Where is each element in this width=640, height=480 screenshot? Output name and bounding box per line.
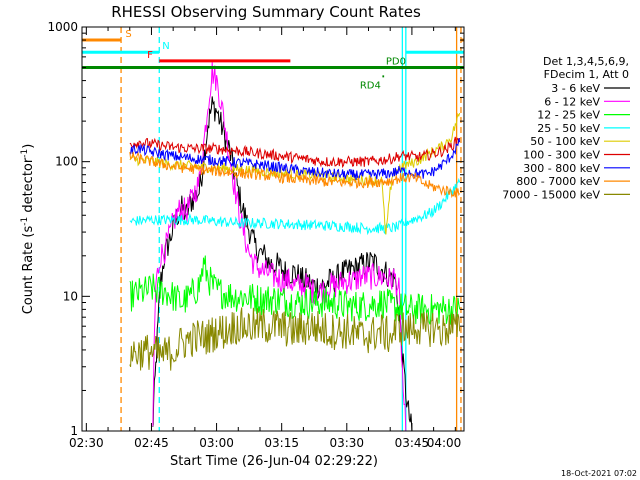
legend-label-3: 25 - 50 keV xyxy=(537,122,600,135)
flag-label-s: S xyxy=(125,29,131,40)
legend-label-6: 300 - 800 keV xyxy=(523,162,600,175)
x-tick-label-3: 03:15 xyxy=(264,436,299,450)
x-tick-label-1: 02:45 xyxy=(134,436,169,450)
x-tick-label-4: 03:30 xyxy=(329,436,364,450)
y-tick-label-1: 10 xyxy=(63,289,78,303)
legend-label-7: 800 - 7000 keV xyxy=(516,175,600,188)
legend-label-0: 3 - 6 keV xyxy=(551,82,600,95)
flag-labels: S NF PD0 RD4 xyxy=(125,29,406,91)
legend-label-1: 6 - 12 keV xyxy=(544,95,600,108)
series-line-1 xyxy=(152,61,407,431)
y-axis-label-sup2: -1 xyxy=(20,149,30,158)
y-tick-label-2: 100 xyxy=(55,155,78,169)
y-axis-label: Count Rate (s-1 detector-1) xyxy=(20,144,36,315)
series-line-6 xyxy=(129,138,461,181)
y-tick-label-3: 1000 xyxy=(47,20,78,34)
y-axis-label-sup1: -1 xyxy=(20,217,30,226)
y-axis-label-main: Count Rate (s xyxy=(21,226,36,315)
series-line-8 xyxy=(129,307,461,371)
flag-label-pd0: PD0 xyxy=(386,57,406,68)
series-line-5 xyxy=(129,136,461,169)
plot-frame xyxy=(81,26,465,432)
flag-label-f: F xyxy=(147,50,153,61)
flag-label-rd4: RD4 xyxy=(360,80,381,91)
legend-label-8: 7000 - 15000 keV xyxy=(502,188,600,201)
series-line-7 xyxy=(129,151,461,199)
x-tick-label-0: 02:30 xyxy=(69,436,104,450)
legend-header-line1: Det 1,3,4,5,6,9, xyxy=(543,55,629,68)
y-axis-label-end: ) xyxy=(21,144,36,149)
legend: Det 1,3,4,5,6,9, FDecim 1, Att 0 3 - 6 k… xyxy=(502,55,630,201)
y-axis-label-mid: detector xyxy=(21,157,36,217)
series-line-3 xyxy=(129,177,461,236)
legend-header-line2: FDecim 1, Att 0 xyxy=(544,68,629,81)
legend-label-4: 50 - 100 keV xyxy=(530,135,600,148)
y-tick-label-0: 1 xyxy=(70,424,78,438)
legend-label-2: 12 - 25 keV xyxy=(537,109,600,122)
x-tick-label-2: 03:00 xyxy=(199,436,234,450)
x-tick-label-5: 03:45 xyxy=(395,436,430,450)
x-axis-label: Start Time (26-Jun-04 02:29:22) xyxy=(170,454,378,469)
series-line-2 xyxy=(129,255,461,326)
chart-title: RHESSI Observing Summary Count Rates xyxy=(111,3,421,21)
x-tick-label-6: 04:00 xyxy=(427,436,462,450)
legend-label-5: 100 - 300 keV xyxy=(523,149,600,162)
data-series xyxy=(129,61,461,431)
flag-label-n: N xyxy=(162,41,169,52)
footer-date: 18-Oct-2021 07:02 xyxy=(561,469,637,478)
